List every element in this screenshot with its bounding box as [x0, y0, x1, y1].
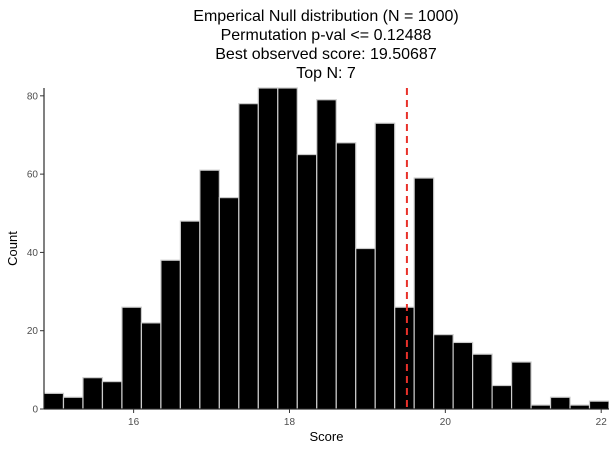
histogram-bar — [569, 404, 591, 409]
chart-title-line: Best observed score: 19.50687 — [215, 46, 437, 63]
histogram-bar — [491, 384, 513, 409]
y-tick-label: 20 — [27, 326, 39, 337]
axes — [43, 88, 609, 410]
histogram-bar — [530, 404, 552, 409]
x-axis-ticks: 16 18 20 22 — [128, 409, 607, 428]
histogram-bar — [355, 247, 376, 409]
histogram-bar — [179, 220, 201, 409]
x-tick-label: 16 — [128, 417, 140, 428]
histogram-bar — [608, 404, 609, 409]
y-tick-label: 0 — [32, 405, 38, 416]
histogram-bar — [62, 396, 84, 409]
histogram-bar — [549, 396, 571, 409]
histogram-bar — [472, 353, 493, 409]
x-tick-label: 18 — [284, 417, 296, 428]
histogram-bar — [277, 87, 298, 409]
histogram-bar — [238, 103, 259, 409]
histogram-bar — [433, 334, 454, 409]
histogram-bar — [101, 380, 123, 409]
chart-title: Emperical Null distribution (N = 1000) Pe… — [193, 8, 458, 82]
histogram-bar — [199, 169, 220, 409]
x-tick-label: 22 — [596, 417, 608, 428]
histogram-bar — [413, 177, 435, 409]
y-axis-ticks: 0 20 40 60 80 — [27, 91, 44, 416]
histogram-bar — [257, 87, 279, 409]
x-axis-title: Score — [310, 429, 344, 444]
histogram-bar — [394, 306, 415, 409]
chart-title-line: Top N: 7 — [296, 65, 356, 82]
chart-title-line: Permutation p-val <= 0.12488 — [221, 27, 432, 44]
y-tick-label: 40 — [27, 248, 39, 259]
histogram-bar — [335, 142, 357, 409]
y-tick-label: 60 — [27, 170, 39, 181]
chart-title-line: Emperical Null distribution (N = 1000) — [193, 8, 458, 25]
histogram-bar — [452, 341, 474, 409]
histogram-bar — [160, 259, 181, 409]
histogram-bar — [44, 392, 65, 409]
histogram-bar — [510, 361, 532, 409]
histogram-bar — [316, 99, 337, 409]
histogram-bar — [218, 197, 240, 409]
x-tick-label: 20 — [440, 417, 452, 428]
y-axis-title: Count — [5, 231, 20, 266]
histogram-bar — [296, 153, 318, 409]
histogram-bar — [121, 306, 143, 409]
histogram-bar — [374, 122, 396, 409]
histogram-bar — [82, 377, 104, 409]
histogram-bar — [588, 400, 609, 409]
y-tick-label: 80 — [27, 91, 39, 102]
histogram-bar — [140, 322, 162, 409]
histogram-bars — [44, 87, 609, 409]
